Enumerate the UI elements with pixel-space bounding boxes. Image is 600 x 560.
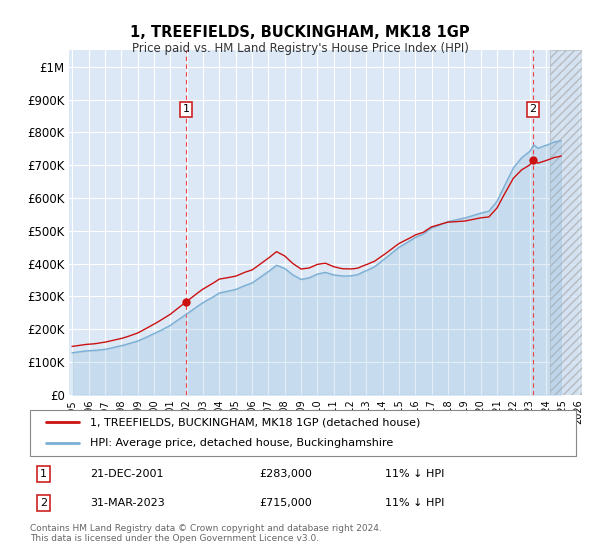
Bar bbox=[550, 50, 582, 395]
Text: 11% ↓ HPI: 11% ↓ HPI bbox=[385, 469, 444, 479]
Text: Contains HM Land Registry data © Crown copyright and database right 2024.
This d: Contains HM Land Registry data © Crown c… bbox=[30, 524, 382, 543]
Text: 2: 2 bbox=[530, 105, 537, 114]
FancyBboxPatch shape bbox=[30, 410, 576, 456]
Text: 1: 1 bbox=[40, 469, 47, 479]
Text: 1, TREEFIELDS, BUCKINGHAM, MK18 1GP (detached house): 1, TREEFIELDS, BUCKINGHAM, MK18 1GP (det… bbox=[90, 417, 421, 427]
Text: 1, TREEFIELDS, BUCKINGHAM, MK18 1GP: 1, TREEFIELDS, BUCKINGHAM, MK18 1GP bbox=[130, 25, 470, 40]
Text: £715,000: £715,000 bbox=[259, 498, 312, 508]
Text: 31-MAR-2023: 31-MAR-2023 bbox=[90, 498, 165, 508]
Bar bbox=[550, 50, 582, 395]
Text: 21-DEC-2001: 21-DEC-2001 bbox=[90, 469, 164, 479]
Text: 2: 2 bbox=[40, 498, 47, 508]
Text: £283,000: £283,000 bbox=[259, 469, 312, 479]
Text: 11% ↓ HPI: 11% ↓ HPI bbox=[385, 498, 444, 508]
Text: 1: 1 bbox=[182, 105, 190, 114]
Text: HPI: Average price, detached house, Buckinghamshire: HPI: Average price, detached house, Buck… bbox=[90, 438, 394, 449]
Text: Price paid vs. HM Land Registry's House Price Index (HPI): Price paid vs. HM Land Registry's House … bbox=[131, 42, 469, 55]
